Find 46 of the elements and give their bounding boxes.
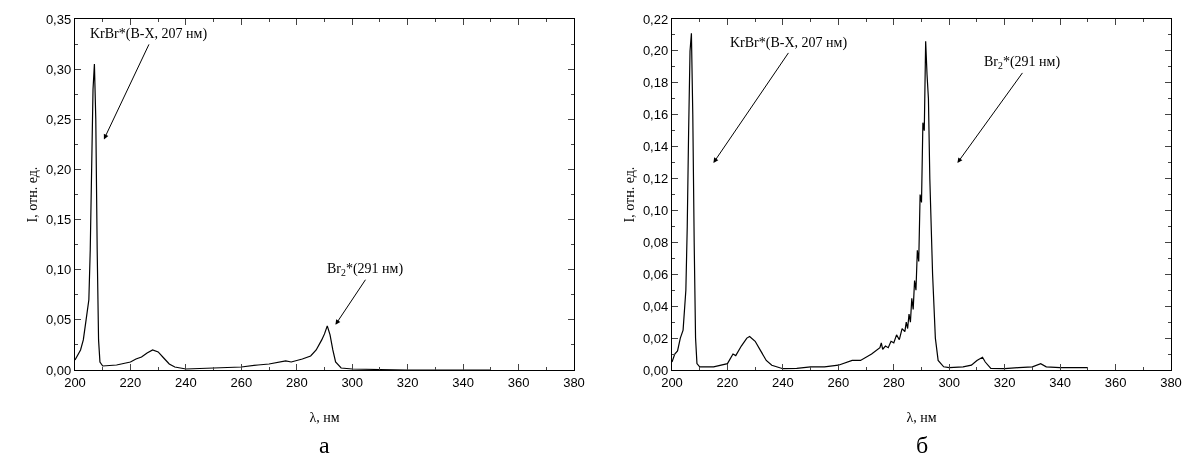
x-tick-label: 360 bbox=[507, 374, 530, 390]
x-tick-label: 320 bbox=[993, 374, 1016, 390]
y-tick-label: 0,20 bbox=[642, 43, 669, 59]
y-tick-label: 0,20 bbox=[45, 161, 72, 177]
x-tick-label: 220 bbox=[119, 374, 142, 390]
x-axis-title: λ, нм bbox=[906, 410, 937, 426]
text: а bbox=[319, 432, 330, 458]
y-tick-label: 0,05 bbox=[45, 312, 72, 328]
annotation: KrBr*(B-X, 207 нм) bbox=[730, 35, 848, 51]
x-tick-label: 300 bbox=[938, 374, 961, 390]
y-tick-label: 0,30 bbox=[45, 61, 72, 77]
x-tick-label: 340 bbox=[452, 374, 474, 390]
y-tick-label: 0,10 bbox=[642, 203, 669, 218]
y-tick-label: 0,35 bbox=[45, 11, 72, 27]
x-tick-label: 360 bbox=[1104, 374, 1127, 390]
x-tick-label: 280 bbox=[285, 374, 308, 390]
x-axis-title: λ, нм bbox=[309, 410, 340, 426]
annotation: Br$_{2}$*(291 нм) bbox=[327, 261, 404, 278]
text: б bbox=[916, 432, 929, 458]
annotation: Br$_{2}$*(291 нм) bbox=[984, 54, 1061, 71]
y-tick-label: 0,18 bbox=[642, 75, 669, 91]
x-tick-label: 300 bbox=[341, 374, 364, 390]
y-axis-title: I, отн. ед. bbox=[621, 166, 637, 223]
x-tick-label: 340 bbox=[1049, 374, 1071, 390]
y-tick-label: 0,14 bbox=[642, 139, 669, 155]
y-tick-label: 0,10 bbox=[45, 262, 72, 278]
x-tick-label: 280 bbox=[882, 374, 905, 390]
y-tick-label: 0,15 bbox=[45, 212, 72, 228]
x-tick-label: 220 bbox=[716, 374, 739, 390]
y-tick-label: 0,25 bbox=[45, 111, 72, 127]
x-tick-label: 260 bbox=[230, 374, 253, 390]
x-tick-label: 240 bbox=[175, 374, 197, 390]
y-axis-title: I, отн. ед. bbox=[24, 166, 40, 223]
y-tick-label: 0,06 bbox=[642, 266, 669, 282]
y-tick-label: 0,22 bbox=[642, 11, 669, 27]
x-tick-label: 380 bbox=[563, 374, 585, 390]
x-tick-label: 240 bbox=[772, 374, 794, 390]
x-tick-label: 380 bbox=[1160, 374, 1182, 390]
x-tick-label: 260 bbox=[827, 374, 850, 390]
y-tick-label: 0,12 bbox=[642, 171, 669, 187]
annotation: KrBr*(B-X, 207 нм) bbox=[90, 26, 208, 42]
y-tick-label: 0,04 bbox=[642, 298, 669, 314]
y-tick-label: 0,16 bbox=[642, 107, 669, 123]
y-tick-label: 0,08 bbox=[642, 234, 669, 250]
x-tick-label: 320 bbox=[396, 374, 419, 390]
y-tick-label: 0,02 bbox=[642, 330, 669, 346]
